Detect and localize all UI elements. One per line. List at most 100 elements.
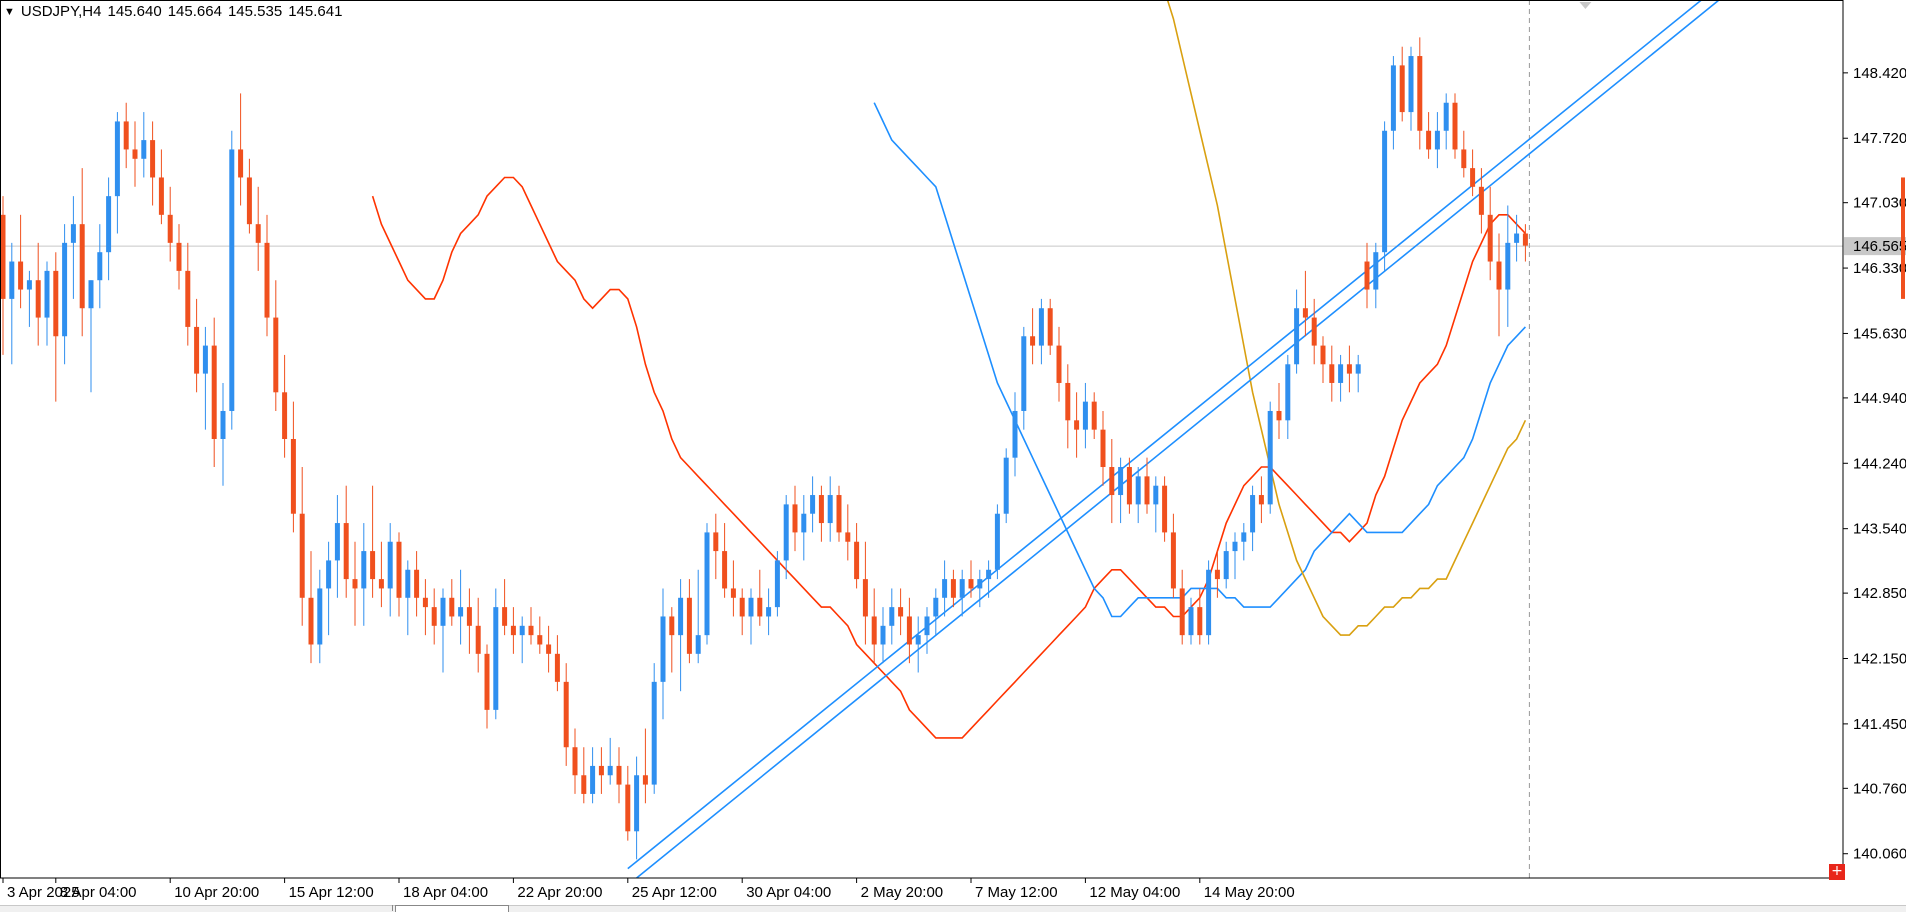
candle-body — [1, 214, 6, 299]
candle-body — [317, 588, 323, 645]
price-tick-label: 147.030 — [1853, 195, 1906, 212]
candle-body — [1179, 588, 1185, 636]
candle-body — [1153, 485, 1159, 505]
time-tick-label: 8 Apr 04:00 — [60, 884, 137, 901]
candle-body — [537, 635, 543, 645]
candle-body — [1364, 261, 1370, 290]
candle-body — [273, 317, 279, 393]
plus-icon[interactable]: + — [1829, 864, 1845, 880]
candle-body — [1338, 364, 1344, 383]
candle-body — [581, 775, 587, 794]
channel-upper-line[interactable] — [627, 0, 1702, 870]
candle-body — [123, 121, 129, 150]
candle-body — [942, 579, 948, 598]
candle-body — [986, 569, 992, 580]
candle-body — [845, 532, 851, 542]
candle-body — [502, 607, 508, 626]
candle-body — [1065, 382, 1071, 421]
candle-body — [634, 775, 640, 832]
candle-body — [26, 280, 32, 290]
candle-body — [669, 616, 675, 636]
channel-lower-line[interactable] — [636, 0, 1720, 878]
candle-body — [713, 532, 719, 552]
candle-body — [906, 616, 912, 645]
candle-body — [686, 597, 692, 654]
chart-header: ▼ USDJPY,H4 145.640 145.664 145.535 145.… — [4, 3, 342, 20]
candle-body — [132, 149, 138, 159]
candle-body — [264, 242, 270, 318]
price-tick-label: 146.330 — [1853, 260, 1906, 277]
candle-body — [757, 597, 763, 617]
candle-body — [194, 326, 200, 374]
candle-body — [994, 513, 1000, 570]
shift-marker-icon[interactable] — [1579, 2, 1592, 9]
candle-body — [1038, 308, 1044, 346]
candle-body — [458, 607, 464, 617]
candle-body — [1355, 364, 1361, 374]
candle-body — [176, 242, 182, 271]
current-price-box — [1844, 237, 1906, 256]
candle-body — [422, 597, 428, 608]
candle-body — [1250, 495, 1256, 533]
candle-body — [326, 560, 332, 589]
candle-body — [748, 597, 754, 617]
candle-body — [1346, 364, 1352, 374]
current-price-label: 146.565 — [1853, 238, 1906, 255]
candle-body — [774, 560, 780, 608]
time-tick-label: 2 May 20:00 — [861, 884, 944, 901]
moving-average-mid — [873, 102, 1526, 618]
candle-body — [880, 625, 886, 645]
candle-body — [1223, 551, 1229, 580]
candle-body — [414, 569, 420, 598]
chart-tab-inactive[interactable] — [0, 905, 393, 911]
candle-body — [554, 653, 560, 682]
candle-body — [334, 523, 340, 561]
candle-body — [475, 625, 481, 654]
candle-body — [607, 765, 613, 776]
candle-body — [1188, 607, 1194, 636]
candle-body — [915, 635, 921, 645]
candle-body — [730, 588, 736, 598]
candle-body — [950, 579, 956, 598]
candle-body — [255, 224, 261, 243]
chart-tab-bar — [0, 905, 1906, 912]
candle-body — [801, 513, 807, 533]
candle-body — [1074, 420, 1080, 430]
candle-body — [572, 747, 578, 776]
chart-tab-active[interactable] — [395, 905, 509, 912]
candle-body — [202, 345, 208, 374]
time-tick-label: 14 May 20:00 — [1204, 884, 1295, 901]
candle-body — [1373, 252, 1379, 290]
candle-body — [9, 261, 15, 299]
candle-body — [1241, 532, 1247, 542]
candle-body — [150, 140, 156, 178]
candle-body — [1496, 261, 1502, 290]
triangle-down-icon[interactable]: ▼ — [4, 5, 15, 18]
candle-body — [1426, 130, 1432, 150]
candle-body — [1030, 336, 1036, 346]
candle-body — [352, 579, 358, 589]
candle-body — [977, 579, 983, 589]
candle-body — [1505, 242, 1511, 290]
candle-body — [1461, 149, 1467, 169]
time-tick-label: 10 Apr 20:00 — [174, 884, 259, 901]
candle-body — [1470, 168, 1476, 187]
candle-body — [378, 579, 384, 589]
candle-body — [493, 607, 499, 710]
candle-body — [1232, 541, 1238, 552]
candle-body — [898, 607, 904, 617]
candle-body — [97, 252, 103, 281]
candle-body — [563, 681, 569, 748]
time-tick-label: 22 Apr 20:00 — [517, 884, 602, 901]
candle-body — [528, 625, 534, 636]
candle-body — [449, 597, 455, 617]
candle-body — [739, 597, 745, 617]
price-tick-label: 145.630 — [1853, 325, 1906, 342]
candle-body — [167, 214, 173, 243]
candle-body — [827, 495, 833, 524]
candle-body — [1514, 233, 1520, 243]
candle-body — [1302, 308, 1308, 318]
candle-body — [704, 532, 710, 636]
